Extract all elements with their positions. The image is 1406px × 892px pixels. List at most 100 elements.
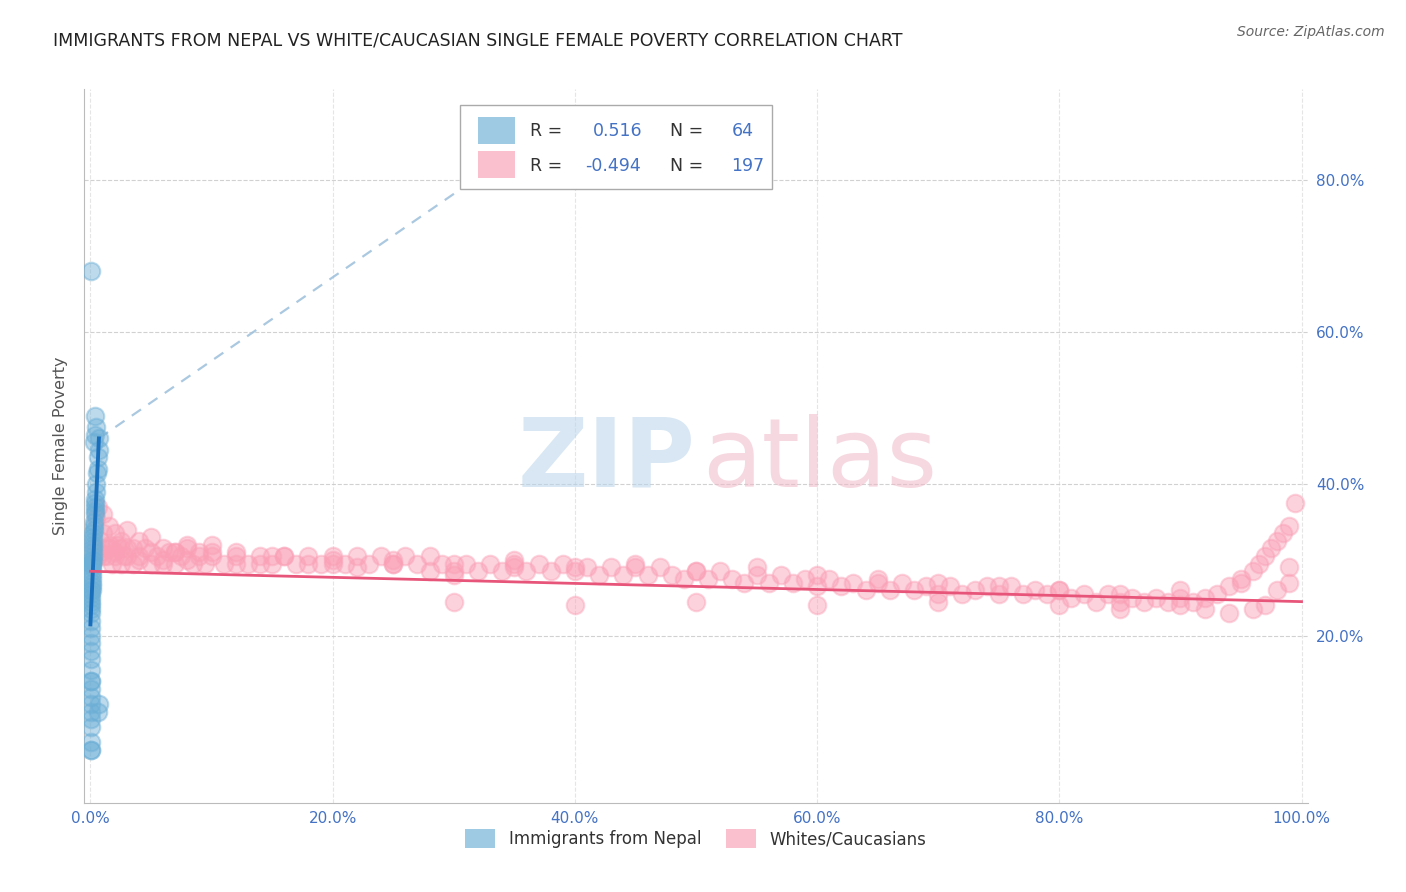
Point — [80, 690, 103, 704]
Point — [86, 500, 108, 514]
Point — [273, 549, 295, 563]
Point — [91, 526, 114, 541]
Point — [128, 533, 150, 548]
Point — [212, 557, 235, 571]
Point — [87, 442, 110, 457]
Point — [97, 541, 120, 556]
Point — [176, 538, 198, 552]
Point — [139, 545, 162, 559]
Point — [479, 557, 502, 571]
Point — [152, 541, 174, 556]
Point — [697, 572, 720, 586]
Point — [80, 264, 103, 278]
Point — [285, 557, 308, 571]
Point — [394, 549, 416, 563]
Point — [84, 492, 107, 507]
Point — [110, 541, 132, 556]
Point — [564, 599, 586, 613]
Point — [637, 568, 659, 582]
Text: atlas: atlas — [702, 414, 938, 507]
Text: N =: N = — [671, 121, 703, 139]
Point — [86, 705, 108, 719]
Point — [84, 420, 107, 434]
Point — [1084, 594, 1107, 608]
Point — [1047, 583, 1070, 598]
Point — [80, 587, 103, 601]
Point — [80, 742, 103, 756]
Point — [80, 674, 103, 689]
Point — [225, 549, 247, 563]
Point — [96, 549, 118, 563]
Point — [139, 557, 162, 571]
Point — [101, 557, 124, 571]
Point — [830, 579, 852, 593]
Point — [503, 560, 526, 574]
Point — [1133, 594, 1156, 608]
Point — [80, 564, 103, 578]
Point — [249, 549, 271, 563]
Point — [1121, 591, 1143, 605]
Point — [1047, 583, 1070, 598]
Point — [1218, 606, 1240, 620]
Point — [152, 553, 174, 567]
Y-axis label: Single Female Poverty: Single Female Poverty — [53, 357, 69, 535]
Point — [83, 523, 105, 537]
Point — [200, 549, 222, 563]
Point — [83, 409, 105, 423]
Text: Source: ZipAtlas.com: Source: ZipAtlas.com — [1237, 25, 1385, 39]
Point — [82, 538, 104, 552]
Point — [987, 579, 1010, 593]
Text: N =: N = — [671, 157, 703, 175]
Point — [80, 583, 103, 598]
Point — [1060, 591, 1083, 605]
Point — [648, 560, 671, 574]
Point — [80, 681, 103, 696]
Point — [1254, 599, 1277, 613]
Point — [262, 549, 284, 563]
Text: -0.494: -0.494 — [585, 157, 640, 175]
Point — [183, 557, 205, 571]
Point — [176, 553, 198, 567]
Point — [758, 575, 780, 590]
Point — [624, 557, 647, 571]
Point — [80, 594, 103, 608]
Text: 64: 64 — [731, 121, 754, 139]
Point — [769, 568, 792, 582]
Point — [1012, 587, 1035, 601]
Point — [80, 599, 103, 613]
Point — [1157, 594, 1180, 608]
Point — [1241, 564, 1264, 578]
Point — [80, 621, 103, 635]
Point — [1260, 541, 1282, 556]
Point — [1108, 594, 1130, 608]
Point — [115, 549, 138, 563]
Point — [1230, 575, 1253, 590]
Point — [564, 560, 586, 574]
Point — [624, 560, 647, 574]
Text: 197: 197 — [731, 157, 765, 175]
Point — [104, 549, 127, 563]
Point — [86, 549, 108, 563]
Point — [87, 450, 110, 465]
Point — [91, 508, 114, 522]
Point — [80, 674, 103, 689]
Point — [84, 496, 107, 510]
Point — [1278, 560, 1301, 574]
Point — [128, 549, 150, 563]
Point — [82, 553, 104, 567]
Point — [454, 557, 477, 571]
Point — [225, 545, 247, 559]
Point — [733, 575, 755, 590]
Point — [806, 568, 828, 582]
Point — [86, 466, 108, 480]
Point — [82, 553, 104, 567]
Point — [82, 549, 104, 563]
Text: ZIP: ZIP — [517, 414, 696, 507]
Point — [1170, 583, 1192, 598]
Point — [176, 541, 198, 556]
Point — [551, 557, 574, 571]
Text: IMMIGRANTS FROM NEPAL VS WHITE/CAUCASIAN SINGLE FEMALE POVERTY CORRELATION CHART: IMMIGRANTS FROM NEPAL VS WHITE/CAUCASIAN… — [53, 31, 903, 49]
Point — [842, 575, 865, 590]
Point — [443, 568, 465, 582]
Point — [952, 587, 974, 601]
